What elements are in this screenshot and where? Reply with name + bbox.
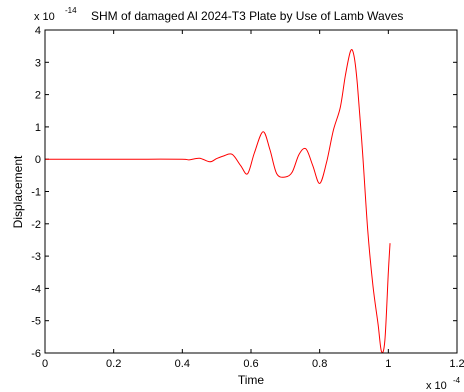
y-axis-label: Displacement: [11, 155, 25, 228]
x-tick-label: 0.8: [312, 358, 327, 370]
x-axis-exponent-label: x 10: [426, 380, 447, 392]
x-tick-label: 0.2: [106, 358, 121, 370]
y-tick-label: 1: [35, 122, 41, 134]
y-tick-label: -4: [31, 283, 41, 295]
y-tick-label: -5: [31, 316, 41, 328]
x-axis-exponent: -4: [453, 376, 461, 385]
series-layer: [45, 49, 391, 354]
plot-area-frame: [44, 29, 458, 354]
tick-layer: 0 0.2 0.4 0.6 0.8 1 1.2 -6 -5 -4 -3 -2 -1 0 1 2 3 4: [31, 25, 464, 370]
y-tick-label: -1: [31, 187, 41, 199]
y-tick-label: 2: [35, 90, 41, 102]
y-axis-exponent-label: x 10: [34, 11, 55, 23]
y-tick-label: -6: [31, 348, 41, 360]
y-axis-exponent: -14: [65, 6, 77, 15]
x-axis-label: Time: [238, 373, 265, 387]
y-tick-label: 4: [35, 25, 41, 37]
x-tick-label: 0.4: [175, 358, 190, 370]
x-tick-label: 0.6: [243, 358, 258, 370]
y-tick-label: 0: [35, 154, 41, 166]
x-tick-label: 0: [42, 358, 48, 370]
x-tick-label: 1.2: [449, 358, 464, 370]
series-line: [45, 49, 391, 354]
y-tick-label: 3: [35, 57, 41, 69]
x-tick-label: 1: [385, 358, 391, 370]
y-tick-label: -3: [31, 251, 41, 263]
chart-title: SHM of damaged Al 2024-T3 Plate by Use o…: [91, 9, 403, 23]
y-tick-label: -2: [31, 219, 41, 231]
